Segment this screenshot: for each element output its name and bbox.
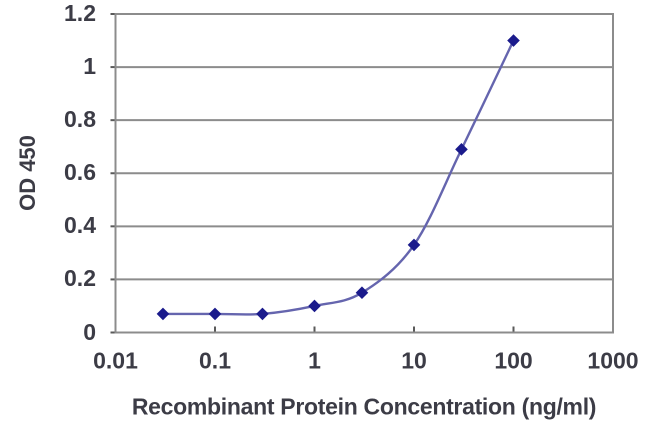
data-point-markers: [156, 34, 520, 321]
data-point-marker: [256, 307, 269, 321]
x-tick-label: 1: [308, 347, 321, 374]
data-point-marker: [455, 143, 468, 156]
y-tick-label: 1: [83, 53, 96, 80]
y-tick-label: 0: [83, 318, 96, 345]
x-axis-title: Recombinant Protein Concentration (ng/ml…: [131, 393, 597, 420]
data-point-marker: [507, 34, 520, 47]
x-tick-label: 1000: [587, 347, 639, 374]
y-axis-title: OD 450: [15, 135, 40, 211]
y-tick-label: 0.8: [64, 106, 96, 133]
data-point-marker: [407, 238, 421, 252]
x-tick-label: 0.1: [199, 347, 231, 374]
data-point-marker: [208, 307, 222, 321]
x-tick-label: 0.01: [93, 347, 138, 374]
y-tick-label: 0.6: [64, 159, 96, 186]
y-tick-label: 0.4: [64, 212, 96, 239]
gridlines: [115, 13, 613, 334]
x-tick-label: 100: [494, 347, 533, 374]
plot-border: [114, 13, 614, 334]
series-line: [161, 39, 515, 316]
data-point-marker: [355, 286, 369, 299]
data-point-marker: [156, 307, 170, 321]
y-tick-label: 0.2: [64, 265, 96, 292]
y-tick-label: 1.2: [64, 0, 96, 26]
data-point-marker: [308, 299, 321, 313]
x-tick-label: 10: [401, 347, 427, 374]
